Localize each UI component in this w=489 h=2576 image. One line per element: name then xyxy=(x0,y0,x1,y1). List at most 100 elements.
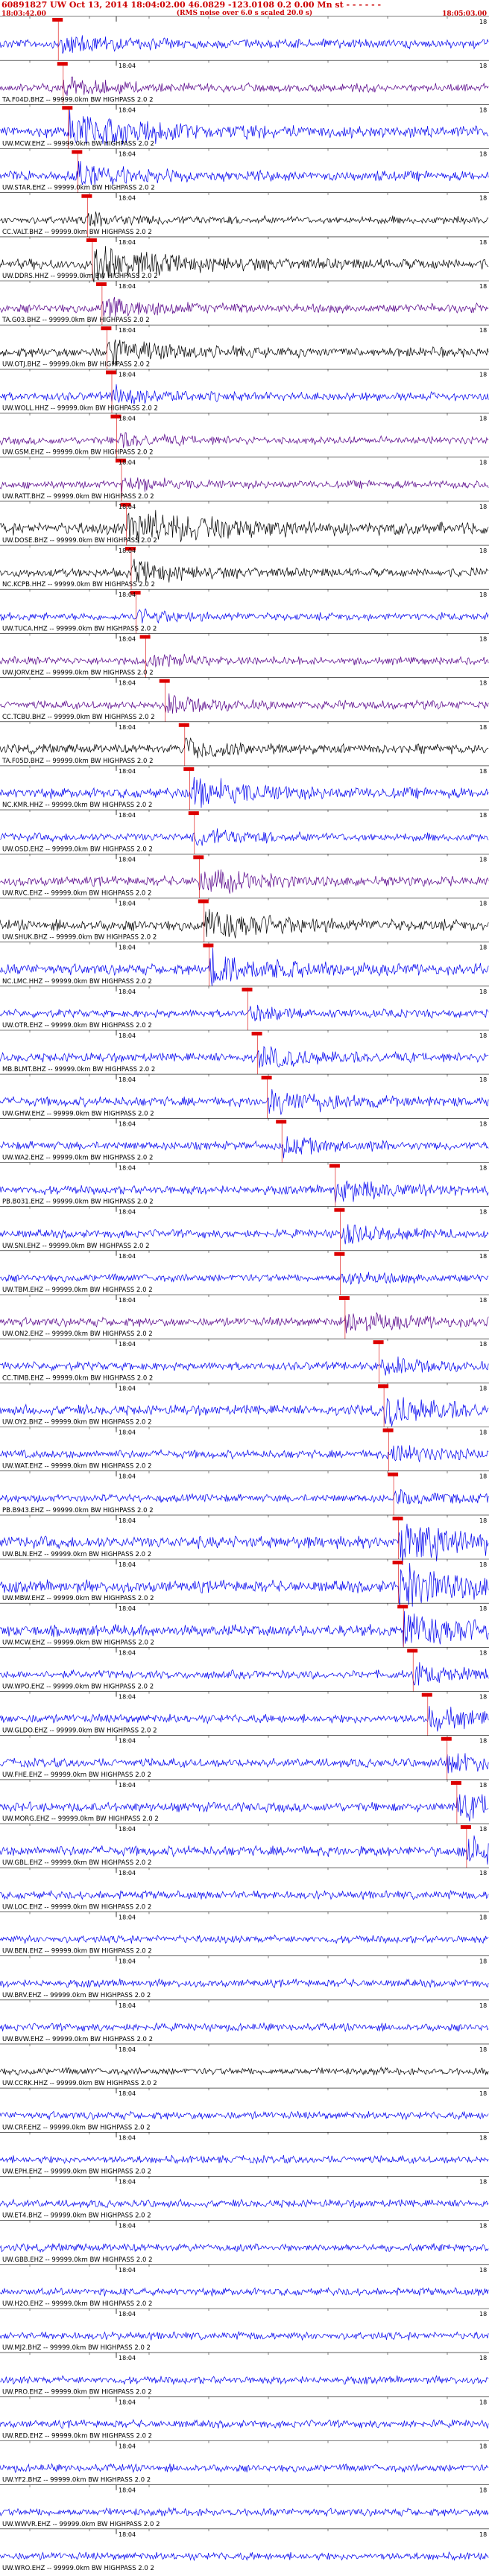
minute-tick-label: 18:04 xyxy=(119,2223,136,2230)
phase-pick-marker xyxy=(338,1296,350,1300)
window-end-time: 18:05:03.00 xyxy=(442,10,487,18)
right-edge-label: 18 xyxy=(479,327,487,334)
minute-tick-label: 18:04 xyxy=(119,1076,136,1083)
right-edge-label: 18 xyxy=(479,2531,487,2538)
waveform xyxy=(0,2419,489,2429)
trace-row: PB.B943.EHZ -- 99999.0km BW HIGHPASS 2.0… xyxy=(0,1471,489,1515)
station-label: UW.OTJ.BHZ -- 99999.0km BW HIGHPASS 2.0 … xyxy=(2,361,150,368)
station-label: UW.BLN.EHZ -- 99999.0km BW HIGHPASS 2.0 … xyxy=(2,1551,151,1558)
minute-tick-label: 18:04 xyxy=(119,2311,136,2318)
minute-tick-label: 18:04 xyxy=(119,2443,136,2450)
minute-tick-label: 18:04 xyxy=(119,680,136,687)
station-label: UW.WPO.EHZ -- 99999.0km BW HIGHPASS 2.0 … xyxy=(2,1684,154,1691)
trace-row: TA.G03.BHZ -- 99999.0km BW HIGHPASS 2.0 … xyxy=(0,280,489,326)
station-label: UW.TBM.EHZ -- 99999.0km BW HIGHPASS 2.0 … xyxy=(2,1287,153,1294)
waveform xyxy=(0,2154,489,2165)
phase-pick-marker xyxy=(159,679,170,683)
waveform xyxy=(0,559,489,583)
waveform xyxy=(0,1180,489,1203)
phase-pick-marker xyxy=(139,635,151,639)
minute-tick-label: 18:04 xyxy=(119,1473,136,1480)
station-label: UW.BRV.EHZ -- 99999.0km BW HIGHPASS 2.0 … xyxy=(2,1992,151,1999)
phase-pick-marker xyxy=(86,238,97,242)
trace-row: 18 xyxy=(0,16,489,61)
waveform xyxy=(0,161,489,185)
right-edge-label: 18 xyxy=(479,591,487,598)
trace-row: UW.CRF.EHZ -- 99999.0km BW HIGHPASS 2.0 … xyxy=(0,2087,489,2131)
waveform xyxy=(0,2330,489,2341)
waveform xyxy=(0,1397,489,1427)
phase-pick-marker xyxy=(101,326,112,331)
trace-row: UW.OTJ.BHZ -- 99999.0km BW HIGHPASS 2.0 … xyxy=(0,324,489,369)
station-label: MB.BLMT.BHZ -- 99999.0km BW HIGHPASS 2.0… xyxy=(2,1066,155,1073)
station-label: UW.H2O.EHZ -- 99999.0km BW HIGHPASS 2.0 … xyxy=(2,2300,152,2308)
waveform xyxy=(0,211,489,227)
station-label: UW.MORG.EHZ -- 99999.0km BW HIGHPASS 2.0… xyxy=(2,1815,159,1823)
minute-tick-label: 18:04 xyxy=(119,945,136,951)
minute-tick-label: 18:04 xyxy=(119,635,136,642)
phase-pick-marker xyxy=(382,1428,394,1433)
phase-pick-marker xyxy=(193,855,204,860)
station-label: UW.MCW.EHZ -- 99999.0km BW HIGHPASS 2.0 … xyxy=(2,1639,154,1646)
waveform xyxy=(0,246,489,282)
right-edge-label: 18 xyxy=(479,635,487,642)
trace-row: UW.OY2.BHZ -- 99999.0km BW HIGHPASS 2.0 … xyxy=(0,1383,489,1427)
trace-row: UW.RED.EHZ -- 99999.0km BW HIGHPASS 2.0 … xyxy=(0,2396,489,2440)
trace-row: UW.SHUK.BHZ -- 99999.0km BW HIGHPASS 2.0… xyxy=(0,898,489,942)
minute-tick-label: 18:04 xyxy=(119,1209,136,1216)
phase-pick-marker xyxy=(203,943,214,948)
minute-tick-label: 18:04 xyxy=(119,504,136,510)
waveform xyxy=(0,296,489,319)
minute-tick-label: 18:04 xyxy=(119,1385,136,1392)
station-label: UW.ET4.BHZ -- 99999.0km BW HIGHPASS 2.0 … xyxy=(2,2212,151,2220)
trace-row: UW.EPH.EHZ -- 99999.0km BW HIGHPASS 2.0 … xyxy=(0,2132,489,2175)
phase-pick-marker xyxy=(378,1384,389,1389)
station-label: NC.LMC.HHZ -- 99999.0km BW HIGHPASS 2.0 … xyxy=(2,978,152,986)
minute-tick-label: 18:04 xyxy=(119,1517,136,1524)
waveform xyxy=(0,1523,489,1566)
trace-row: UW.DDRS.HHZ -- 99999.0km BW HIGHPASS 2.0… xyxy=(0,236,489,282)
minute-tick-label: 18:04 xyxy=(119,327,136,334)
station-label: UW.CRF.EHZ -- 99999.0km BW HIGHPASS 2.0 … xyxy=(2,2124,151,2131)
station-label: CC.TCBU.BHZ -- 99999.0km BW HIGHPASS 2.0… xyxy=(2,714,155,721)
station-label: UW.GBL.EHZ -- 99999.0km BW HIGHPASS 2.0 … xyxy=(2,1859,151,1867)
station-label: UW.LOC.EHZ -- 99999.0km BW HIGHPASS 2.0 … xyxy=(2,1903,151,1911)
right-edge-label: 18 xyxy=(479,900,487,907)
waveform xyxy=(0,2463,489,2473)
station-label: UW.BEN.EHZ -- 99999.0km BW HIGHPASS 2.0 … xyxy=(2,1948,152,1955)
right-edge-label: 18 xyxy=(479,107,487,113)
trace-row: UW.TBM.EHZ -- 99999.0km BW HIGHPASS 2.0 … xyxy=(0,1250,489,1295)
minute-tick-label: 18:04 xyxy=(119,1870,136,1877)
right-edge-label: 18 xyxy=(479,2090,487,2097)
trace-row: UW.BEN.EHZ -- 99999.0km BW HIGHPASS 2.0 … xyxy=(0,1912,489,1955)
station-label: NC.KCPB.HHZ -- 99999.0km BW HIGHPASS 2.0… xyxy=(2,581,155,589)
trace-row: UW.DOSE.BHZ -- 99999.0km BW HIGHPASS 2.0… xyxy=(0,501,489,546)
waveform xyxy=(0,1045,489,1068)
minute-tick-label: 18:04 xyxy=(119,856,136,863)
trace-row: TA.F05D.BHZ -- 99999.0km BW HIGHPASS 2.0… xyxy=(0,721,489,766)
waveform xyxy=(0,1136,489,1158)
right-edge-label: 18 xyxy=(479,19,487,25)
minute-tick-label: 18:04 xyxy=(119,2487,136,2494)
trace-row: UW.MCW.EHZ -- 99999.0km BW HIGHPASS 2.0 … xyxy=(0,1602,489,1648)
right-edge-label: 18 xyxy=(479,2267,487,2274)
phase-pick-marker xyxy=(242,987,253,992)
trace-row: UW.WAT.EHZ -- 99999.0km BW HIGHPASS 2.0 … xyxy=(0,1427,489,1471)
trace-row: UW.BVW.EHZ -- 99999.0km BW HIGHPASS 2.0 … xyxy=(0,1999,489,2043)
waveform xyxy=(0,339,489,366)
right-edge-label: 18 xyxy=(479,1253,487,1260)
phase-pick-marker xyxy=(407,1649,418,1653)
trace-row: CC.VALT.BHZ -- 99999.0km BW HIGHPASS 2.0… xyxy=(0,192,489,237)
trace-row: UW.H2O.EHZ -- 99999.0km BW HIGHPASS 2.0 … xyxy=(0,2264,489,2308)
minute-tick-label: 18:04 xyxy=(119,1649,136,1656)
station-label: UW.WRO.EHZ -- 99999.0km BW HIGHPASS 2.0 … xyxy=(2,2565,154,2572)
minute-tick-label: 18:04 xyxy=(119,2178,136,2185)
waveform xyxy=(0,1272,489,1285)
phase-pick-marker xyxy=(334,1208,345,1212)
right-edge-label: 18 xyxy=(479,1032,487,1039)
minute-tick-label: 18:04 xyxy=(119,2002,136,2009)
phase-pick-marker xyxy=(106,370,116,375)
waveform xyxy=(0,35,489,54)
waveform xyxy=(0,693,489,714)
station-label: TA.G03.BHZ -- 99999.0km BW HIGHPASS 2.0 … xyxy=(1,317,150,324)
